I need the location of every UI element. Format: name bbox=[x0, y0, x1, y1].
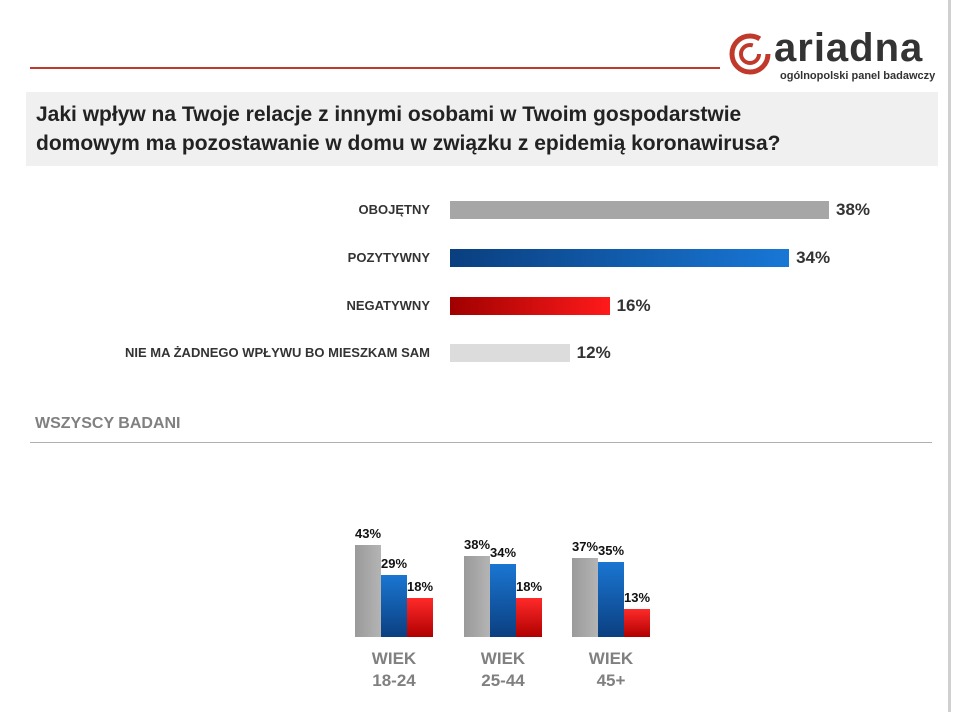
brand-logo: ariadna ogólnopolski panel badawczy bbox=[728, 26, 943, 90]
bar bbox=[598, 562, 624, 637]
bar bbox=[450, 344, 570, 362]
bar bbox=[450, 249, 790, 267]
category-label: WIEK 25-44 bbox=[463, 648, 543, 692]
data-label: 18% bbox=[406, 579, 434, 595]
bar bbox=[450, 297, 610, 315]
bar bbox=[624, 609, 650, 637]
bar-label: NEGATYWNY bbox=[346, 298, 430, 313]
bar bbox=[516, 598, 542, 637]
bar bbox=[407, 598, 433, 637]
brand-name: ariadna bbox=[774, 26, 924, 70]
category-label: WIEK 45+ bbox=[571, 648, 651, 692]
bar bbox=[355, 545, 381, 637]
category-label-line: 25-44 bbox=[481, 671, 525, 690]
ariadna-spiral-icon bbox=[729, 33, 771, 75]
data-label: 38% bbox=[836, 200, 871, 219]
category-label-line: WIEK bbox=[588, 649, 634, 668]
category-label-line: 45+ bbox=[596, 671, 626, 690]
bar bbox=[464, 555, 490, 637]
section-rule bbox=[30, 442, 932, 443]
bar bbox=[450, 201, 829, 219]
data-label: 35% bbox=[597, 543, 625, 559]
category-label-line: WIEK bbox=[480, 649, 526, 668]
section-title: WSZYSCY BADANI bbox=[35, 415, 181, 432]
bar bbox=[490, 564, 516, 637]
data-label: 29% bbox=[380, 555, 408, 571]
bar bbox=[572, 557, 598, 637]
brand-tagline: ogólnopolski panel badawczy bbox=[780, 70, 936, 82]
data-label: 16% bbox=[616, 296, 651, 315]
window-right-edge bbox=[948, 0, 951, 712]
bar bbox=[381, 574, 407, 637]
category-label-line: WIEK bbox=[371, 649, 417, 668]
data-label: 12% bbox=[576, 343, 611, 362]
data-label: 37% bbox=[571, 538, 599, 554]
question-box: Jaki wpływ na Twoje relacje z innymi oso… bbox=[26, 92, 938, 166]
data-label: 18% bbox=[515, 579, 543, 595]
data-label: 34% bbox=[489, 545, 517, 561]
bar-label: NIE MA ŻADNEGO WPŁYWU BO MIESZKAM SAM bbox=[124, 345, 430, 360]
data-label: 38% bbox=[463, 536, 491, 552]
header-rule bbox=[30, 67, 720, 69]
question-line-1: Jaki wpływ na Twoje relacje z innymi oso… bbox=[36, 103, 742, 126]
category-label-line: 18-24 bbox=[372, 671, 416, 690]
category-label: WIEK 18-24 bbox=[354, 648, 434, 692]
bar-label: POZYTYWNY bbox=[347, 250, 430, 265]
bar-label: OBOJĘTNY bbox=[358, 202, 430, 217]
data-label: 34% bbox=[796, 248, 831, 267]
question-line-2: domowym ma pozostawanie w domu w związku… bbox=[36, 132, 781, 155]
data-label: 13% bbox=[623, 590, 651, 606]
data-label: 43% bbox=[354, 526, 382, 541]
